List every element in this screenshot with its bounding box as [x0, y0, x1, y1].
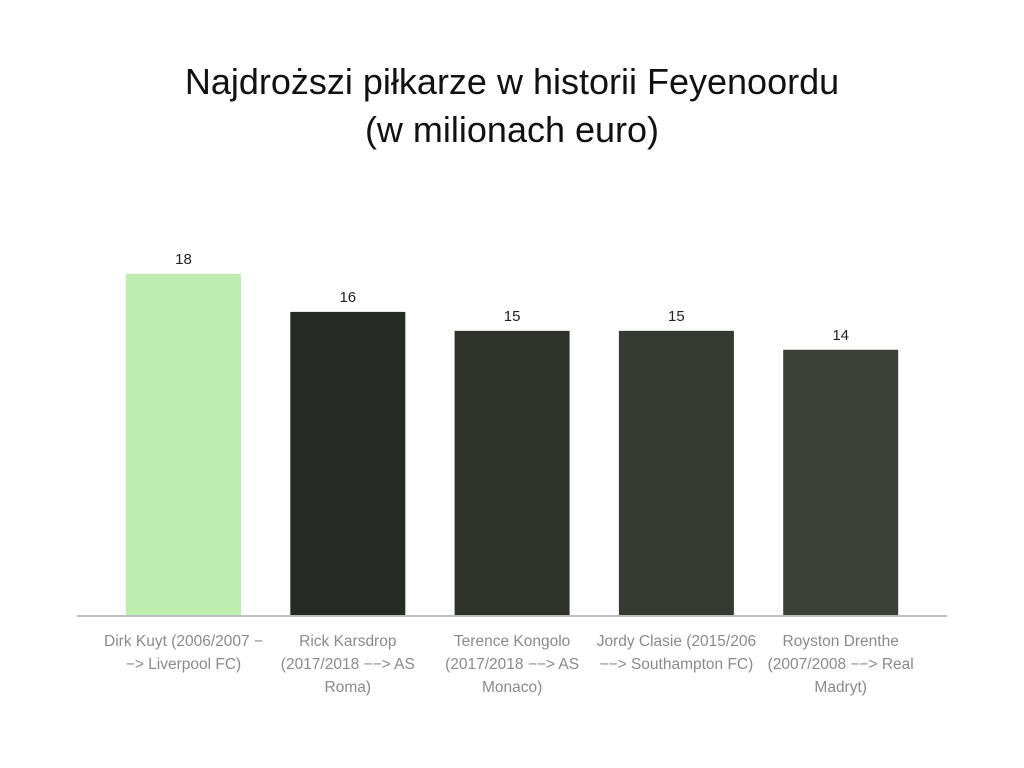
data-label: 15 — [668, 308, 685, 325]
category-label: Royston Drenthe (2007/2008 −−> Real Madr… — [767, 633, 914, 696]
data-label: 14 — [832, 327, 849, 344]
category-label: Jordy Clasie (2015/206 −−> Southampton F… — [596, 633, 757, 673]
title-line: Najdroższi piłkarze w historii Feyenoord… — [184, 61, 840, 102]
chart-title: Najdroższi piłkarze w historii Feyenoord… — [0, 58, 1024, 154]
bar — [618, 330, 734, 615]
data-label: 16 — [339, 289, 356, 306]
data-label: 18 — [175, 251, 192, 268]
category-label: Dirk Kuyt (2006/2007 −−> Liverpool FC) — [104, 633, 263, 673]
category-label: Rick Karsdrop (2017/2018 −−> AS Roma) — [280, 633, 415, 696]
bar — [454, 330, 570, 615]
data-label: 15 — [504, 308, 521, 325]
bar — [783, 349, 899, 615]
bar — [126, 274, 241, 615]
category-label: Terence Kongolo (2017/2018 −−> AS Monaco… — [445, 633, 580, 696]
subtitle-line: (w milionach euro) — [364, 109, 660, 150]
bar — [290, 311, 406, 615]
